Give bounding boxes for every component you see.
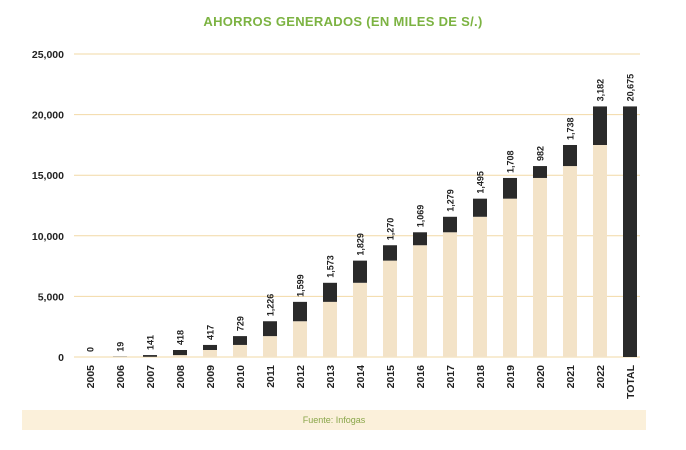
y-tick-label: 25,000 [32, 49, 64, 61]
data-label: 1,829 [356, 233, 366, 256]
bar-base [203, 349, 217, 357]
bar-base [353, 282, 367, 357]
bar-base [503, 198, 517, 357]
bar-increment [473, 198, 487, 217]
data-label: 1,226 [266, 294, 276, 317]
data-label: 418 [176, 330, 186, 345]
bar-increment [383, 245, 397, 261]
y-tick-label: 5,000 [38, 291, 64, 303]
bar-increment [443, 216, 457, 233]
bar-increment [233, 336, 247, 345]
bar-base [293, 321, 307, 357]
bar-base [473, 216, 487, 357]
data-label: 1,573 [326, 255, 336, 278]
data-label: 1,738 [566, 117, 576, 140]
bar-increment [173, 349, 187, 356]
bar-increment [143, 355, 157, 357]
x-tick-label: 2020 [535, 365, 547, 389]
y-tick-label: 10,000 [32, 231, 64, 243]
x-tick-label: 2005 [85, 365, 97, 389]
chart-title: AHORROS GENERADOS (EN MILES DE S/.) [203, 14, 483, 29]
data-label: 1,708 [506, 150, 516, 173]
y-tick-label: 20,000 [32, 110, 64, 122]
x-tick-label: 2018 [475, 365, 487, 389]
x-tick-label: 2013 [325, 365, 337, 389]
y-tick-label: 15,000 [32, 170, 64, 182]
bar-increment [293, 301, 307, 322]
bar-increment [533, 166, 547, 178]
bar-base [383, 260, 397, 357]
x-tick-label: 2009 [205, 365, 217, 389]
data-label: 20,675 [626, 74, 636, 102]
x-tick-label: TOTAL [625, 364, 637, 399]
bar-base [413, 245, 427, 357]
bar-increment [503, 177, 517, 199]
x-tick-label: 2019 [505, 365, 517, 389]
bar-base [533, 177, 547, 357]
x-tick-label: 2015 [385, 365, 397, 389]
x-tick-label: 2006 [115, 365, 127, 389]
bar-increment [263, 321, 277, 337]
data-label: 1,270 [386, 218, 396, 241]
x-tick-label: 2016 [415, 365, 427, 389]
bar-base [593, 144, 607, 357]
bar-increment [323, 282, 337, 302]
y-tick-label: 0 [58, 352, 64, 364]
x-tick-label: 2011 [265, 365, 277, 388]
bar-base [263, 336, 277, 357]
bar-base [233, 344, 247, 357]
x-tick-label: 2010 [235, 365, 247, 389]
data-label: 1,279 [446, 189, 456, 212]
bar-increment [623, 106, 637, 357]
data-label: 729 [236, 316, 246, 331]
source-footer: Fuente: Infogas [22, 410, 646, 430]
data-label: 982 [536, 146, 546, 161]
bar-increment [563, 144, 577, 167]
bar-base [173, 355, 187, 357]
bar-increment [353, 260, 367, 283]
data-label: 1,069 [416, 205, 426, 228]
data-label: 0 [86, 347, 96, 352]
bar-increment [203, 344, 217, 350]
bar-base [443, 232, 457, 357]
data-label: 141 [146, 335, 156, 350]
bar-increment [413, 232, 427, 246]
x-tick-label: 2014 [355, 365, 367, 389]
data-label: 3,182 [596, 79, 606, 102]
data-label: 19 [116, 342, 126, 352]
data-label: 1,599 [296, 274, 306, 297]
bar-base [323, 301, 337, 357]
x-tick-label: 2022 [595, 365, 607, 389]
bar-base [563, 166, 577, 357]
bar-increment [593, 106, 607, 145]
data-label: 417 [206, 325, 216, 340]
x-tick-label: 2017 [445, 365, 457, 389]
x-tick-label: 2008 [175, 365, 187, 389]
x-tick-label: 2012 [295, 365, 307, 389]
x-tick-label: 2007 [145, 365, 157, 389]
data-label: 1,495 [476, 171, 486, 194]
x-tick-label: 2021 [565, 365, 577, 389]
